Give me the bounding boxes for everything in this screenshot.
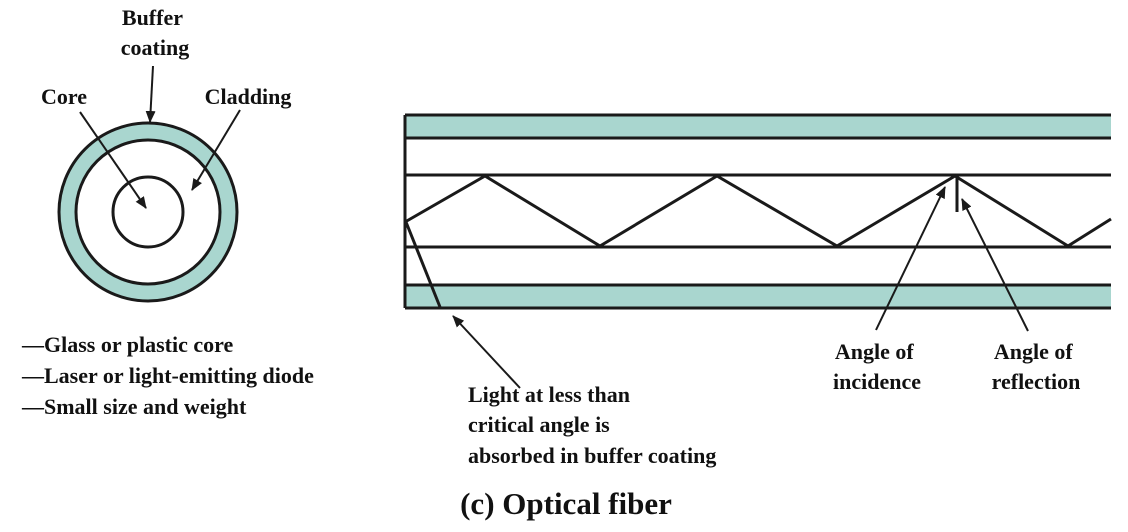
fiber-cross-section (57, 121, 239, 303)
angle-of-incidence-label-line1: Angle of (835, 339, 915, 364)
cladding-label: Cladding (205, 84, 292, 109)
figure-caption: (c) Optical fiber (460, 486, 672, 521)
absorbed-light-pointer (452, 315, 521, 389)
absorbed-light-label-line3: absorbed in buffer coating (468, 443, 716, 468)
angle-of-reflection-label-line2: reflection (992, 369, 1081, 394)
cladding-pointer (191, 109, 241, 191)
buffer-coating-bottom-band (405, 285, 1111, 308)
absorbed-light-label-line2: critical angle is (468, 412, 610, 437)
buffer-coating-label: Buffer coating (121, 5, 189, 60)
fiber-longitudinal-section (403, 113, 1111, 310)
angle-of-incidence-label: Angle of incidence (833, 339, 921, 394)
angle-of-reflection-label-line1: Angle of (994, 339, 1074, 364)
angle-of-incidence-pointer (875, 186, 946, 331)
buffer-coating-pointer (145, 65, 156, 123)
absorbed-light-label-line1: Light at less than (468, 382, 630, 407)
buffer-coating-label-line1: Buffer (122, 5, 183, 30)
core-label: Core (41, 84, 87, 109)
angle-of-incidence-label-line2: incidence (833, 369, 921, 394)
buffer-coating-top-band (405, 115, 1111, 138)
core-circle (111, 175, 185, 249)
feature-item-light-source: —Laser or light-emitting diode (21, 363, 314, 388)
feature-item-size-weight: —Small size and weight (21, 394, 247, 419)
angle-of-reflection-label: Angle of reflection (992, 339, 1081, 394)
buffer-coating-label-line2: coating (121, 35, 189, 60)
core-pointer (79, 111, 147, 209)
feature-item-core-material: —Glass or plastic core (21, 332, 233, 357)
absorbed-light-ray (404, 221, 442, 308)
absorbed-light-label: Light at less than critical angle is abs… (468, 382, 716, 468)
angle-of-reflection-pointer (961, 198, 1029, 332)
reflected-light-ray (404, 174, 1112, 248)
